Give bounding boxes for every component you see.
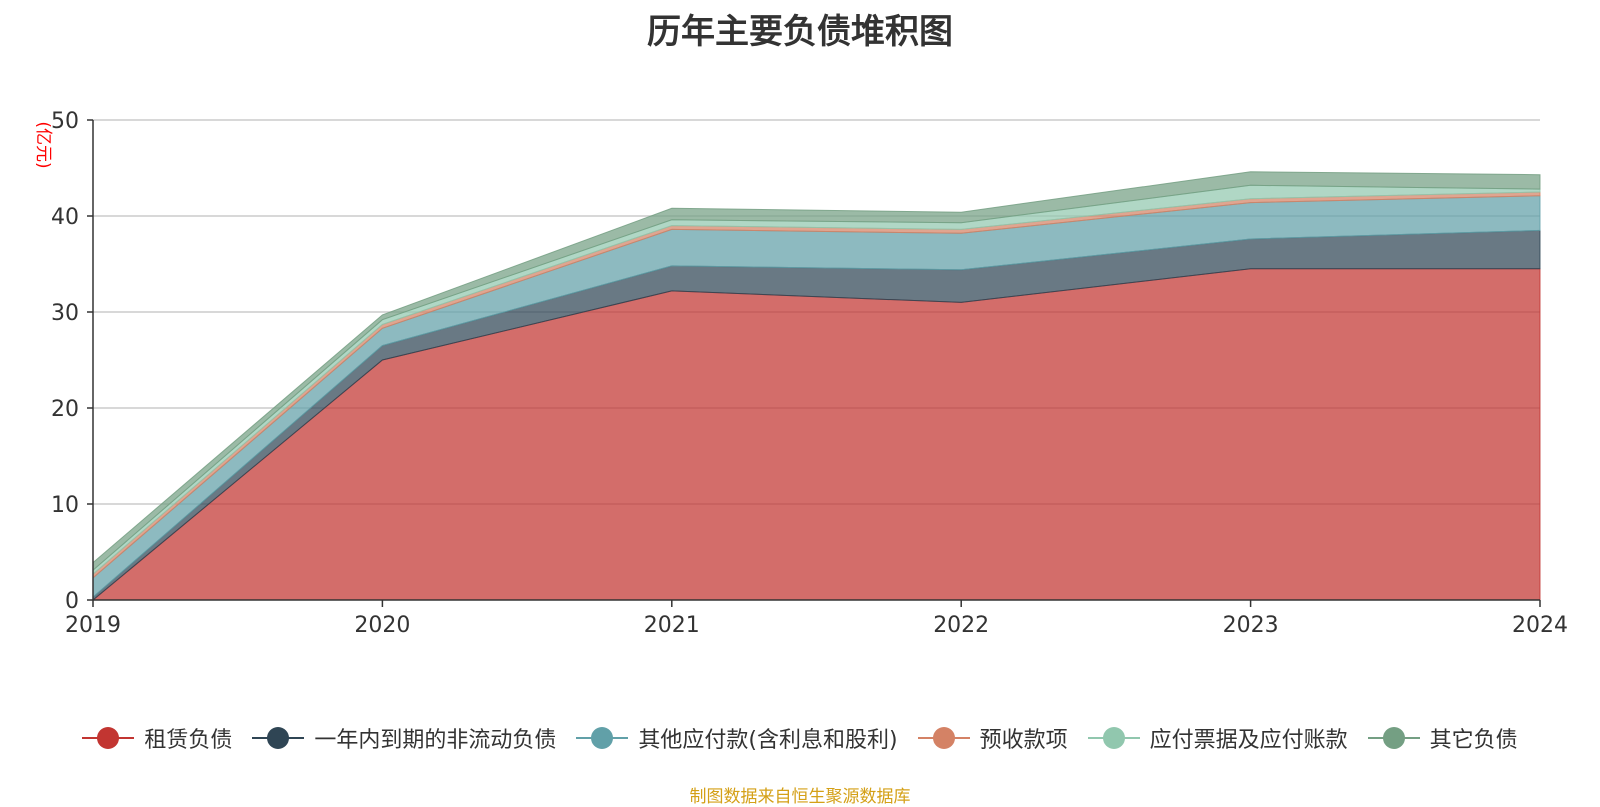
y-tick-label: 40 bbox=[51, 205, 79, 230]
x-tick-label: 2024 bbox=[1512, 613, 1568, 638]
legend-swatch-icon bbox=[576, 726, 629, 750]
y-axis-unit-label: (亿元) bbox=[33, 121, 53, 168]
x-tick-label: 2019 bbox=[65, 613, 121, 638]
legend: 租赁负债 一年内到期的非流动负债 其他应付款(含利息和股利) 预收款项 应付票据及应付账… bbox=[0, 722, 1600, 754]
series-area-0[interactable] bbox=[91, 268, 1541, 601]
y-tick-label: 20 bbox=[51, 397, 79, 422]
x-tick-label: 2021 bbox=[644, 613, 700, 638]
legend-label: 租赁负债 bbox=[144, 728, 233, 753]
legend-item[interactable]: 预收款项 bbox=[917, 722, 1068, 754]
legend-item[interactable]: 一年内到期的非流动负债 bbox=[252, 722, 556, 754]
legend-swatch-icon bbox=[917, 726, 970, 750]
legend-item[interactable]: 其它负债 bbox=[1367, 722, 1518, 754]
legend-label: 其它负债 bbox=[1429, 728, 1518, 753]
legend-item[interactable]: 租赁负债 bbox=[82, 722, 232, 754]
legend-label: 预收款项 bbox=[979, 728, 1068, 753]
legend-swatch-icon bbox=[1087, 726, 1140, 750]
chart-title: 历年主要负债堆积图 bbox=[647, 12, 953, 52]
axes: 0 10 20 30 40 50 2019 2020 2021 2022 2023 2024 bbox=[51, 109, 1568, 638]
legend-swatch-icon bbox=[1367, 726, 1420, 750]
stacked-area-chart: (亿元) 0 10 20 30 40 50 2019 2020 2021 2022 2023 2024 bbox=[33, 109, 1568, 638]
legend-item[interactable]: 应付票据及应付账款 bbox=[1087, 722, 1348, 754]
series-area-5[interactable] bbox=[92, 171, 1541, 572]
y-tick-label: 50 bbox=[51, 109, 79, 134]
x-tick-label: 2020 bbox=[354, 613, 410, 638]
legend-item[interactable]: 其他应付款(含利息和股利) bbox=[576, 722, 898, 754]
source-note: 制图数据来自恒生聚源数据库 bbox=[689, 787, 911, 807]
legend-label: 一年内到期的非流动负债 bbox=[314, 728, 557, 753]
y-tick-label: 0 bbox=[65, 589, 79, 614]
y-tick-label: 10 bbox=[51, 493, 79, 518]
x-tick-label: 2023 bbox=[1223, 613, 1279, 638]
series-areas bbox=[91, 171, 1541, 602]
legend-label: 其他应付款(含利息和股利) bbox=[638, 728, 898, 753]
legend-label: 应付票据及应付账款 bbox=[1149, 728, 1348, 753]
legend-swatch-icon bbox=[82, 726, 135, 750]
y-tick-label: 30 bbox=[51, 301, 79, 326]
x-tick-label: 2022 bbox=[933, 613, 989, 638]
legend-swatch-icon bbox=[252, 726, 305, 750]
